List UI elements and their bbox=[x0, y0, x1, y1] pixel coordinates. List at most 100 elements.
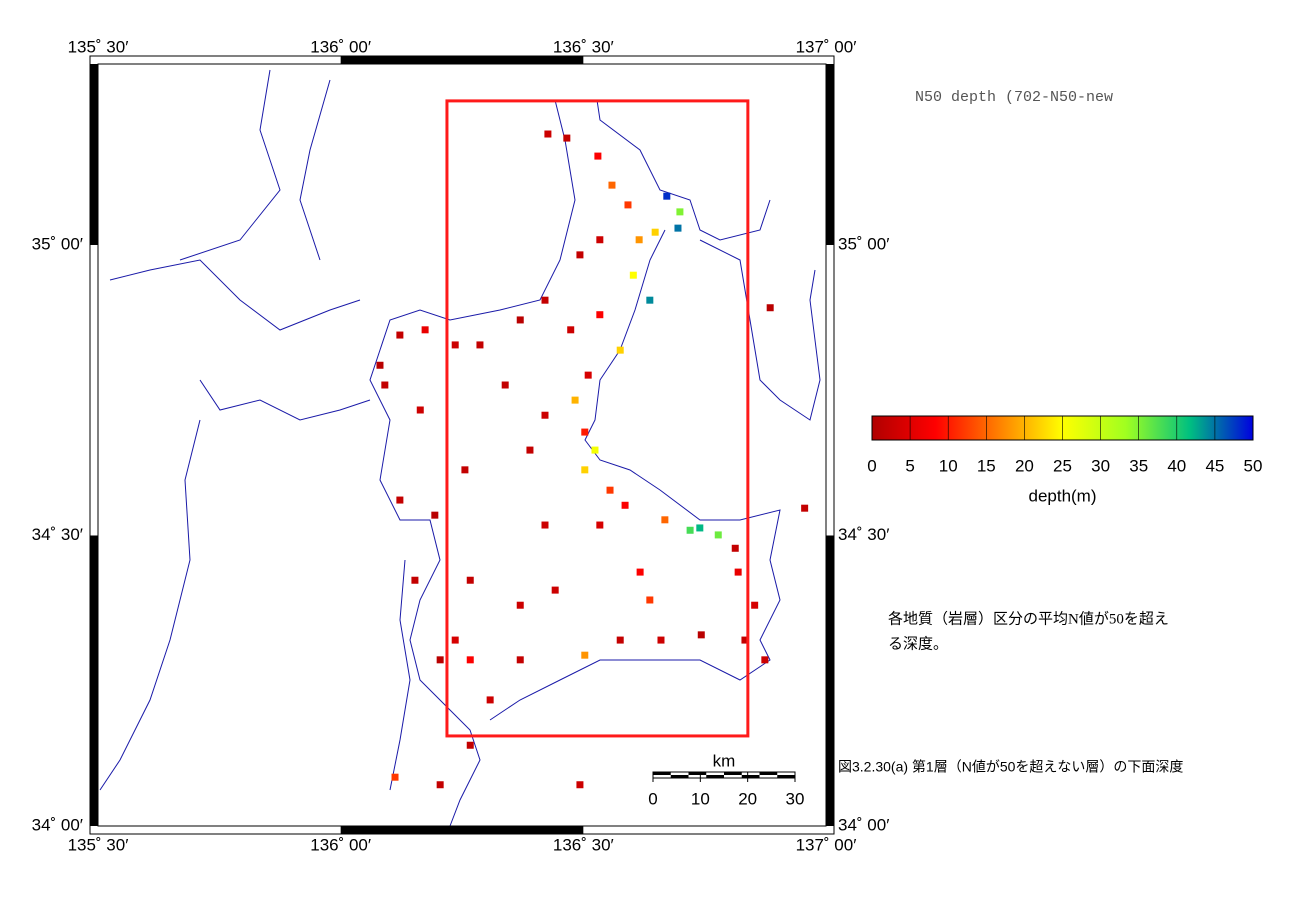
depth-point bbox=[541, 411, 549, 419]
colorbar-tick-label: 10 bbox=[939, 456, 958, 475]
depth-point bbox=[661, 516, 669, 524]
depth-point bbox=[476, 341, 484, 349]
colorbar-tick-label: 45 bbox=[1205, 456, 1224, 475]
depth-point bbox=[431, 511, 439, 519]
frame-bar bbox=[340, 56, 584, 64]
depth-point bbox=[584, 371, 592, 379]
depth-point bbox=[436, 781, 444, 789]
depth-point bbox=[741, 636, 749, 644]
x-tick-label: 135˚ 30′ bbox=[68, 835, 129, 854]
depth-point bbox=[646, 296, 654, 304]
depth-point bbox=[567, 326, 575, 334]
depth-point bbox=[436, 656, 444, 664]
depth-point bbox=[501, 381, 509, 389]
colorbar-tick-label: 20 bbox=[1015, 456, 1034, 475]
scalebar-tick-label: 0 bbox=[648, 789, 657, 808]
note-line: る深度。 bbox=[888, 635, 948, 652]
depth-point bbox=[451, 341, 459, 349]
depth-point bbox=[596, 521, 604, 529]
coastline bbox=[99, 69, 821, 827]
frame-band bbox=[89, 55, 835, 835]
depth-point bbox=[576, 251, 584, 259]
depth-point bbox=[629, 271, 637, 279]
scalebar-tick-label: 10 bbox=[691, 789, 710, 808]
depth-point bbox=[466, 656, 474, 664]
depth-point bbox=[751, 601, 759, 609]
colorbar-tick-label: 15 bbox=[977, 456, 996, 475]
scalebar-segment bbox=[777, 775, 795, 778]
depth-point bbox=[451, 636, 459, 644]
depth-point bbox=[801, 504, 809, 512]
depth-point bbox=[396, 331, 404, 339]
depth-point bbox=[624, 201, 632, 209]
y-tick-label: 34˚ 30′ bbox=[32, 525, 83, 544]
colorbar-tick-label: 30 bbox=[1091, 456, 1110, 475]
y-tick-label: 34˚ 00′ bbox=[32, 815, 83, 834]
depth-point bbox=[606, 486, 614, 494]
depth-point bbox=[421, 326, 429, 334]
map-frame bbox=[97, 63, 827, 827]
scalebar-segment bbox=[706, 775, 724, 778]
study-area bbox=[445, 99, 750, 738]
depth-point bbox=[461, 466, 469, 474]
depth-point bbox=[663, 192, 671, 200]
depth-point bbox=[416, 406, 424, 414]
y-tick-label: 35˚ 00′ bbox=[838, 234, 889, 253]
depth-point bbox=[616, 346, 624, 354]
depth-point bbox=[766, 304, 774, 312]
frame-bar bbox=[826, 535, 834, 826]
depth-point bbox=[466, 741, 474, 749]
depth-point bbox=[571, 396, 579, 404]
depth-point bbox=[594, 152, 602, 160]
depth-point bbox=[696, 524, 704, 532]
frame-bar bbox=[826, 64, 834, 245]
map-title: N50 depth (702-N50-new bbox=[915, 89, 1113, 106]
colorbar-tick-label: 0 bbox=[867, 456, 876, 475]
depth-point bbox=[581, 428, 589, 436]
scalebar-segment bbox=[741, 775, 760, 778]
depth-point bbox=[581, 651, 589, 659]
depth-point bbox=[646, 596, 654, 604]
depth-point bbox=[466, 576, 474, 584]
depth-point bbox=[657, 636, 665, 644]
depth-point bbox=[591, 446, 599, 454]
depth-point bbox=[541, 296, 549, 304]
scalebar-tick-label: 30 bbox=[786, 789, 805, 808]
scalebar-segment bbox=[653, 772, 671, 775]
depth-point bbox=[516, 316, 524, 324]
depth-point bbox=[381, 381, 389, 389]
depth-point bbox=[396, 496, 404, 504]
scalebar-label: km bbox=[713, 751, 736, 770]
colorbar-tick-label: 40 bbox=[1167, 456, 1186, 475]
frame-bar bbox=[340, 826, 584, 834]
colorbar-tick-label: 5 bbox=[905, 456, 914, 475]
depth-point bbox=[581, 466, 589, 474]
colorbar-tick-label: 25 bbox=[1053, 456, 1072, 475]
depth-point bbox=[621, 501, 629, 509]
colorbar-tick-label: 35 bbox=[1129, 456, 1148, 475]
note-line: 各地質（岩層）区分の平均N値が50を超え bbox=[888, 609, 1169, 627]
depth-point bbox=[651, 228, 659, 236]
depth-point bbox=[674, 224, 682, 232]
depth-point bbox=[541, 521, 549, 529]
colorbar-tick-label: 50 bbox=[1244, 456, 1263, 475]
depth-point bbox=[544, 130, 552, 138]
depth-point bbox=[731, 544, 739, 552]
depth-point bbox=[734, 568, 742, 576]
depth-point bbox=[563, 134, 571, 142]
depth-point bbox=[636, 568, 644, 576]
x-tick-label: 136˚ 30′ bbox=[553, 37, 614, 56]
depth-point bbox=[391, 773, 399, 781]
depth-point bbox=[761, 656, 769, 664]
depth-point bbox=[411, 576, 419, 584]
scalebar-tick-label: 20 bbox=[738, 789, 757, 808]
depth-point bbox=[486, 696, 494, 704]
depth-point bbox=[616, 636, 624, 644]
scalebar-segment bbox=[688, 772, 707, 775]
x-tick-label: 135˚ 30′ bbox=[68, 37, 129, 56]
depth-point bbox=[697, 631, 705, 639]
depth-point bbox=[551, 586, 559, 594]
depth-point bbox=[516, 656, 524, 664]
